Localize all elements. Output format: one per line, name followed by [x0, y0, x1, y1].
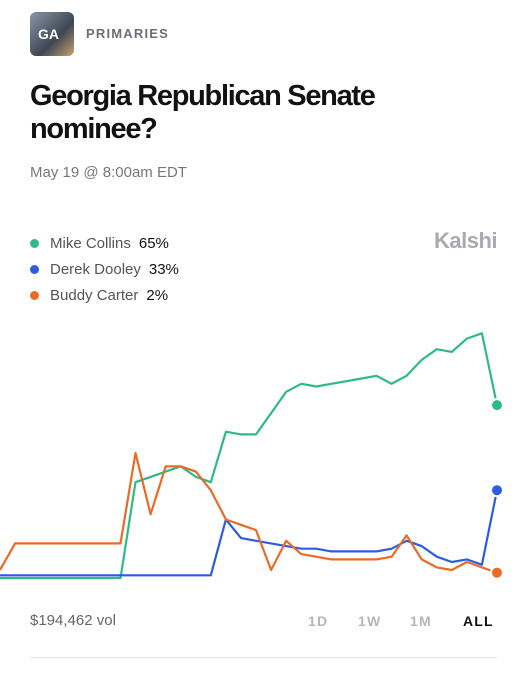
- legend: Mike Collins 65% Derek Dooley 33% Buddy Cart…: [30, 230, 179, 308]
- legend-dot: [30, 290, 39, 300]
- legend-item: Mike Collins 65%: [30, 230, 179, 256]
- separator: [30, 657, 497, 658]
- timeframe-button[interactable]: 1D: [308, 613, 329, 629]
- legend-dot: [30, 264, 39, 274]
- series-line: [0, 332, 499, 580]
- legend-value: 65%: [138, 234, 169, 252]
- end-dot: [490, 398, 504, 413]
- timeframe-button[interactable]: 1W: [358, 613, 382, 629]
- volume: $194,462 vol: [30, 612, 116, 629]
- legend-item: Derek Dooley 33%: [30, 256, 179, 282]
- chart: [0, 332, 504, 580]
- market-icon: GA: [30, 12, 74, 56]
- legend-item: Buddy Carter 2%: [30, 282, 179, 308]
- end-dot: [490, 565, 504, 580]
- brand: Kalshi: [433, 228, 498, 253]
- legend-name: Mike Collins: [50, 234, 131, 252]
- legend-name: Derek Dooley: [50, 260, 141, 278]
- category: PRIMARIES: [86, 26, 170, 41]
- end-dot: [490, 483, 504, 498]
- market-title: Georgia Republican Senate nominee?: [30, 80, 376, 145]
- icon-label: GA: [38, 26, 59, 42]
- legend-value: 2%: [146, 286, 169, 304]
- market-date: May 19 @ 8:00am EDT: [30, 164, 187, 181]
- timeframe-button[interactable]: ALL: [463, 613, 494, 629]
- legend-name: Buddy Carter: [50, 286, 139, 304]
- series-line: [0, 451, 498, 574]
- legend-dot: [30, 238, 39, 248]
- timeframe-button[interactable]: 1M: [410, 613, 432, 629]
- legend-value: 33%: [148, 260, 179, 278]
- series-line: [0, 489, 499, 577]
